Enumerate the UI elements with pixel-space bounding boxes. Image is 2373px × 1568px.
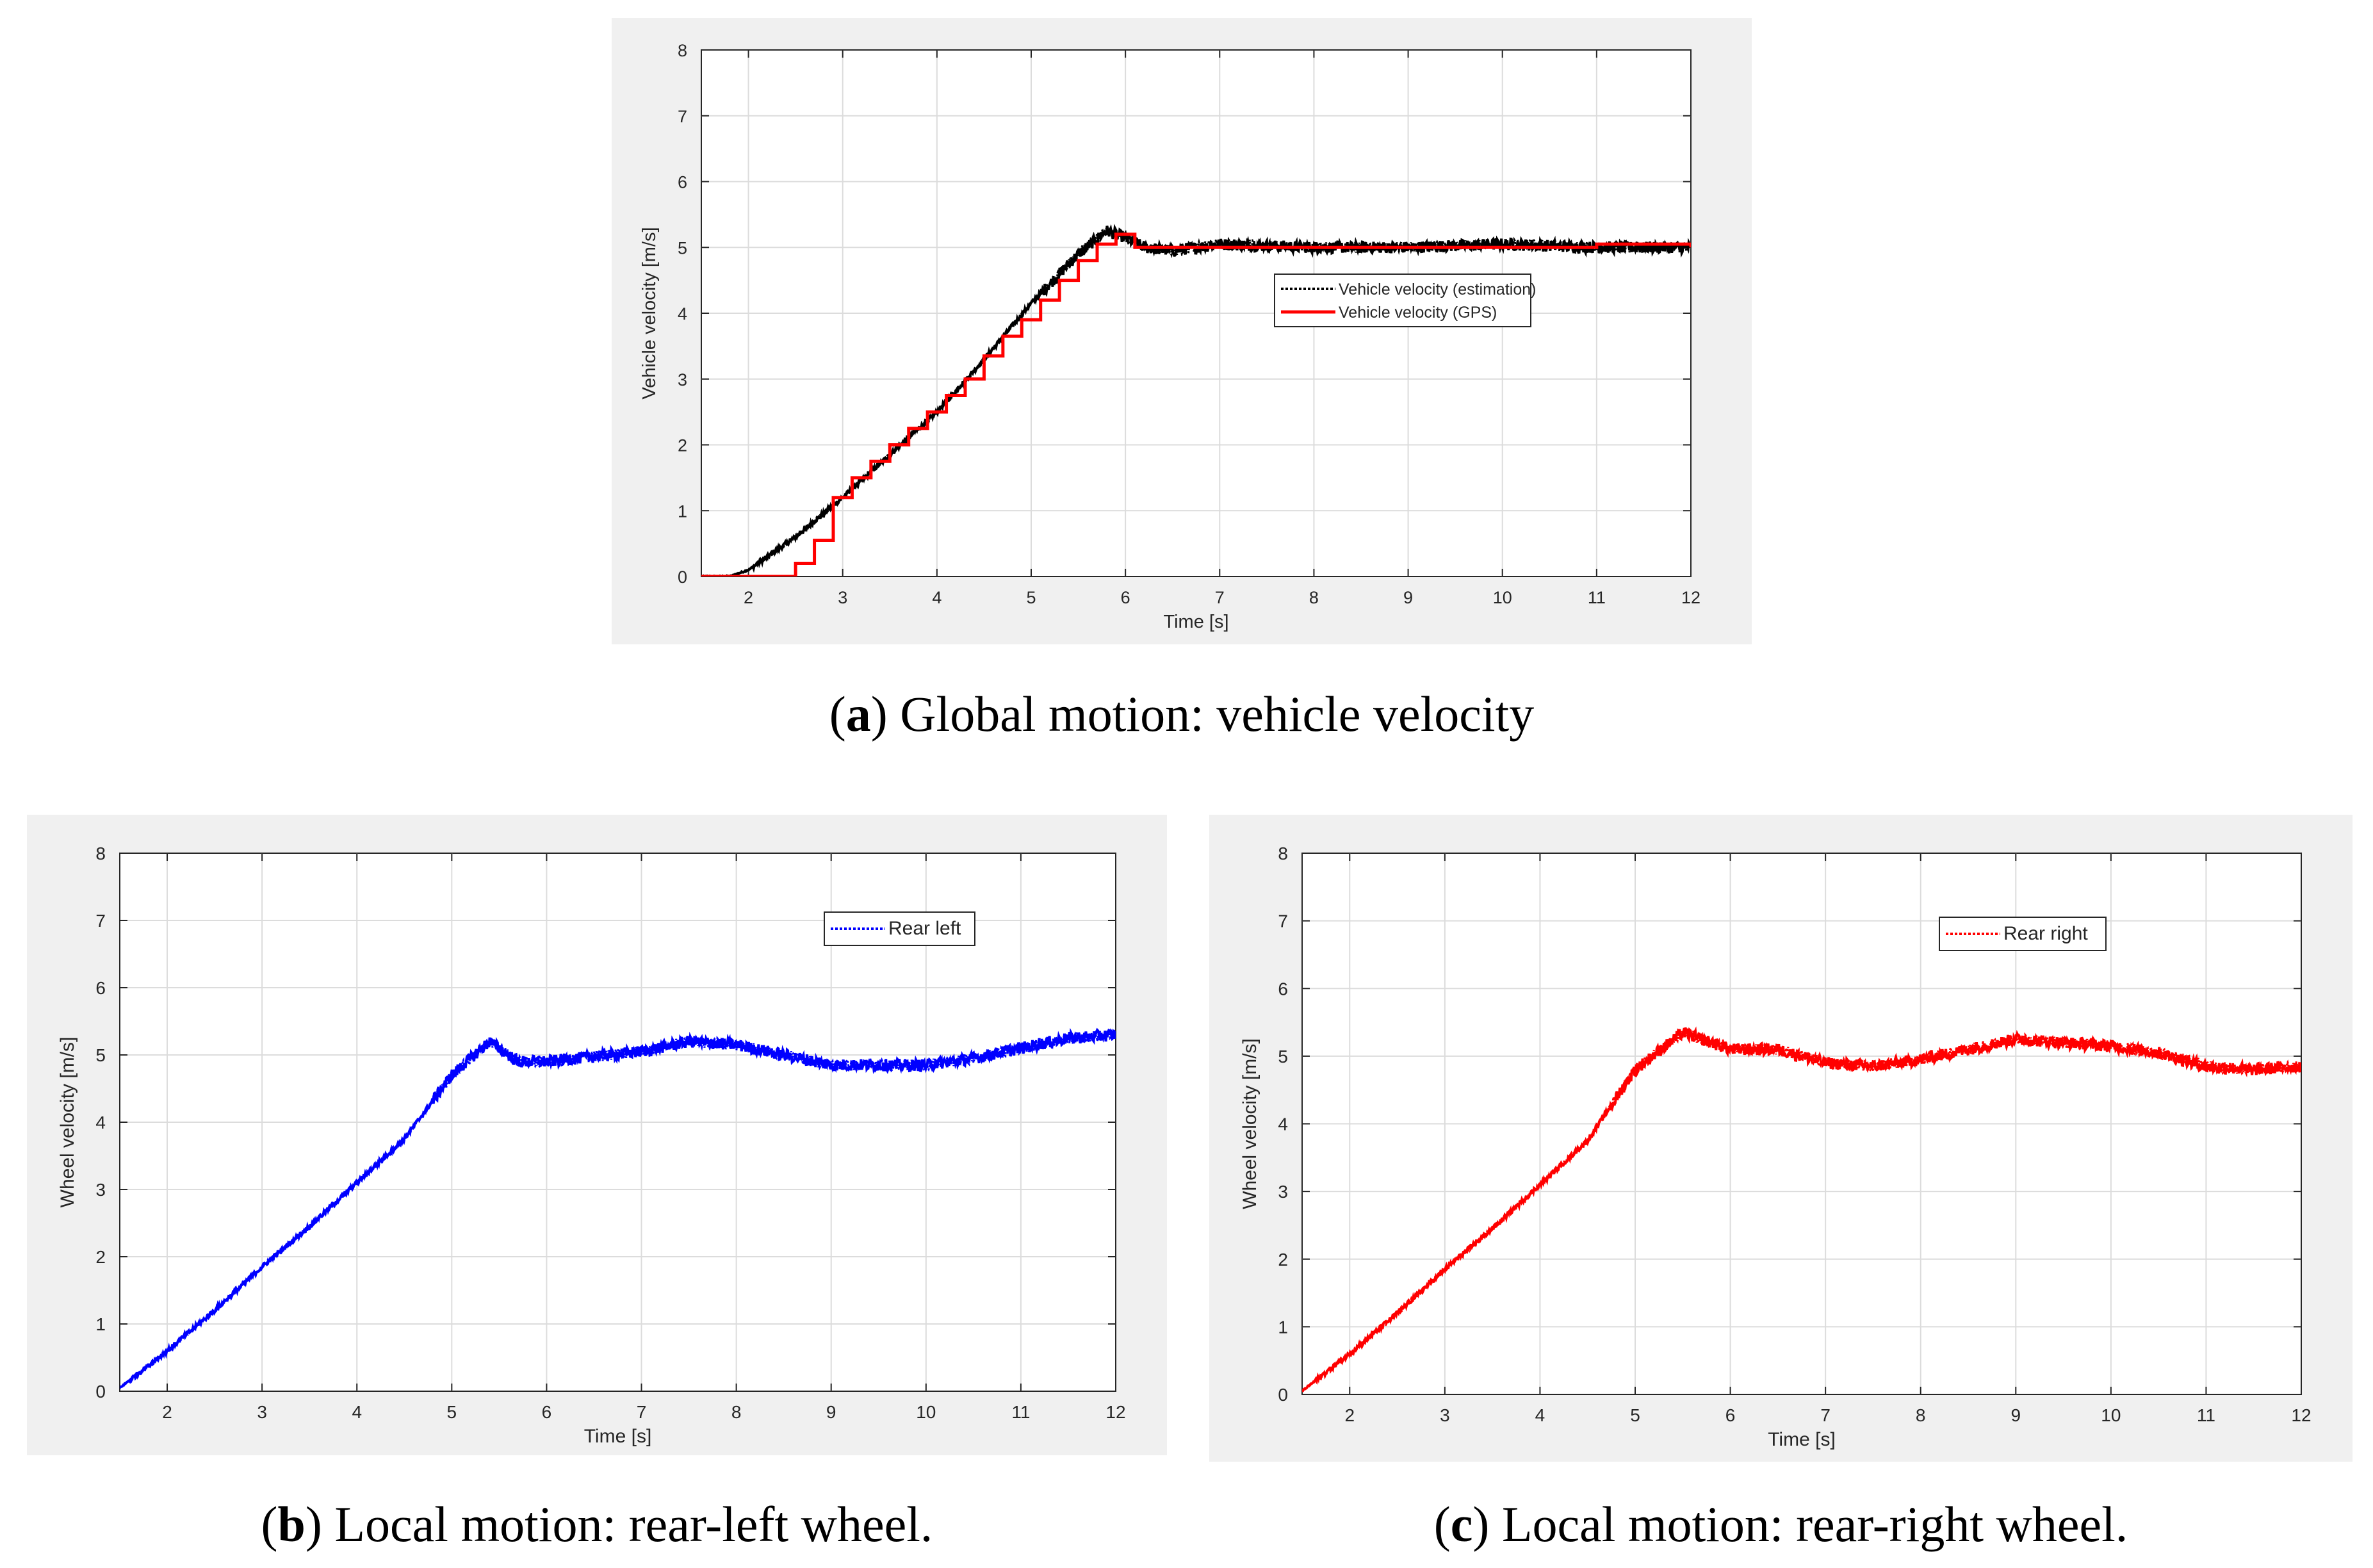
x-tick-label: 4 bbox=[1535, 1405, 1545, 1425]
series-trace-band-0 bbox=[1302, 1027, 2301, 1392]
x-tick-label: 8 bbox=[1309, 588, 1319, 607]
series-group bbox=[701, 224, 1691, 576]
y-tick-label: 7 bbox=[678, 107, 687, 126]
caption-letter: b bbox=[277, 1496, 306, 1552]
y-tick-label: 4 bbox=[95, 1113, 106, 1132]
y-tick-label: 5 bbox=[1278, 1047, 1288, 1066]
series-trace-0 bbox=[701, 224, 1691, 576]
chart-panel-c: 2 3 4 5 6 7 8 9 10 11 12 0 1 2 3 4 5 6 7 8 Time [s] Wheel vel… bbox=[1209, 815, 2353, 1462]
x-tick-label: 3 bbox=[257, 1402, 267, 1422]
caption-c: (c) Local motion: rear-right wheel. bbox=[1433, 1496, 2128, 1552]
y-tick-label: 1 bbox=[95, 1314, 106, 1334]
x-tick-label: 9 bbox=[826, 1402, 836, 1422]
y-tick-label: 0 bbox=[95, 1382, 106, 1401]
caption-letter: c bbox=[1450, 1496, 1473, 1552]
x-axis-label: Time [s] bbox=[584, 1426, 652, 1447]
series-line-1 bbox=[701, 233, 1691, 576]
x-tick-label: 6 bbox=[542, 1402, 552, 1422]
legend-label: Vehicle velocity (GPS) bbox=[1339, 304, 1497, 322]
x-tick-label: 9 bbox=[2010, 1405, 2021, 1425]
y-tick-label: 7 bbox=[95, 911, 106, 931]
x-tick-label: 12 bbox=[2291, 1405, 2311, 1425]
y-tick-label: 2 bbox=[678, 436, 687, 455]
x-tick-label: 7 bbox=[637, 1402, 647, 1422]
chart-panel-b: 2 3 4 5 6 7 8 9 10 11 12 0 1 2 3 4 5 6 7 8 Time [s] Wheel vel… bbox=[27, 815, 1167, 1455]
legend: Rear right bbox=[1939, 917, 2107, 951]
x-tick-label: 4 bbox=[932, 588, 942, 607]
chart-panel-a: 2 3 4 5 6 7 8 9 10 11 12 0 1 2 3 4 5 6 7 8 Time [s] Vehicle v… bbox=[612, 18, 1752, 644]
legend-label: Rear left bbox=[888, 918, 961, 939]
legend-box bbox=[1939, 917, 2107, 951]
x-tick-label: 12 bbox=[1105, 1402, 1125, 1422]
series-trace-band-0 bbox=[120, 1026, 1116, 1389]
series-group bbox=[120, 1026, 1116, 1389]
x-tick-label: 5 bbox=[1630, 1405, 1640, 1425]
x-tick-label: 5 bbox=[447, 1402, 457, 1422]
y-axis-label: Wheel velocity [m/s] bbox=[1239, 1038, 1260, 1209]
y-tick-label: 6 bbox=[95, 978, 106, 998]
x-tick-label: 10 bbox=[916, 1402, 936, 1422]
x-tick-label: 10 bbox=[1493, 588, 1512, 607]
legend-label: Vehicle velocity (estimation) bbox=[1339, 281, 1536, 298]
y-tick-label: 5 bbox=[95, 1045, 106, 1065]
y-tick-label: 4 bbox=[678, 304, 687, 323]
x-tick-label: 9 bbox=[1403, 588, 1413, 607]
legend: Vehicle velocity (estimation) Vehicle vel… bbox=[1274, 274, 1536, 327]
x-tick-label: 2 bbox=[1344, 1405, 1355, 1425]
legend-label: Rear right bbox=[2003, 923, 2088, 944]
x-tick-label: 3 bbox=[1440, 1405, 1450, 1425]
caption-letter: a bbox=[845, 686, 871, 742]
x-tick-label: 8 bbox=[1916, 1405, 1926, 1425]
y-tick-label: 0 bbox=[1278, 1385, 1288, 1405]
x-tick-label: 6 bbox=[1725, 1405, 1736, 1425]
x-axis-label: Time [s] bbox=[1768, 1429, 1836, 1450]
legend: Rear left bbox=[824, 911, 975, 946]
y-tick-label: 5 bbox=[678, 238, 687, 257]
y-tick-label: 3 bbox=[678, 370, 687, 389]
x-tick-label: 11 bbox=[2197, 1405, 2215, 1425]
x-tick-label: 11 bbox=[1588, 588, 1606, 607]
y-tick-label: 3 bbox=[95, 1180, 106, 1200]
y-tick-label: 2 bbox=[1278, 1250, 1288, 1270]
x-tick-label: 7 bbox=[1215, 588, 1225, 607]
y-tick-label: 7 bbox=[1278, 911, 1288, 931]
x-tick-label: 2 bbox=[162, 1402, 172, 1422]
x-tick-label: 6 bbox=[1121, 588, 1130, 607]
x-axis-label: Time [s] bbox=[1163, 612, 1228, 632]
y-tick-label: 8 bbox=[1278, 844, 1288, 863]
series-trace-0 bbox=[1302, 1026, 2301, 1392]
y-tick-label: 1 bbox=[678, 502, 687, 521]
x-tick-label: 7 bbox=[1820, 1405, 1831, 1425]
x-tick-label: 12 bbox=[1681, 588, 1700, 607]
y-axis-label: Wheel velocity [m/s] bbox=[57, 1037, 78, 1208]
series-group bbox=[1302, 1026, 2301, 1392]
caption-a: (a) Global motion: vehicle velocity bbox=[829, 686, 1535, 742]
y-tick-label: 2 bbox=[95, 1247, 106, 1267]
y-tick-label: 1 bbox=[1278, 1317, 1288, 1337]
y-axis-label: Vehicle velocity [m/s] bbox=[639, 227, 660, 399]
x-tick-label: 11 bbox=[1011, 1402, 1030, 1422]
y-tick-label: 6 bbox=[678, 173, 687, 192]
x-tick-label: 10 bbox=[2101, 1405, 2121, 1425]
x-tick-label: 5 bbox=[1026, 588, 1036, 607]
y-tick-label: 0 bbox=[678, 568, 687, 587]
legend-box bbox=[1274, 274, 1531, 327]
x-tick-label: 2 bbox=[744, 588, 753, 607]
x-tick-label: 4 bbox=[352, 1402, 362, 1422]
x-tick-label: 3 bbox=[838, 588, 847, 607]
y-tick-label: 4 bbox=[1278, 1115, 1288, 1134]
y-tick-label: 3 bbox=[1278, 1182, 1288, 1202]
y-tick-label: 8 bbox=[678, 41, 687, 60]
y-tick-label: 8 bbox=[95, 844, 106, 863]
caption-b: (b) Local motion: rear-left wheel. bbox=[261, 1496, 933, 1552]
x-tick-label: 8 bbox=[731, 1402, 742, 1422]
y-tick-label: 6 bbox=[1278, 979, 1288, 999]
